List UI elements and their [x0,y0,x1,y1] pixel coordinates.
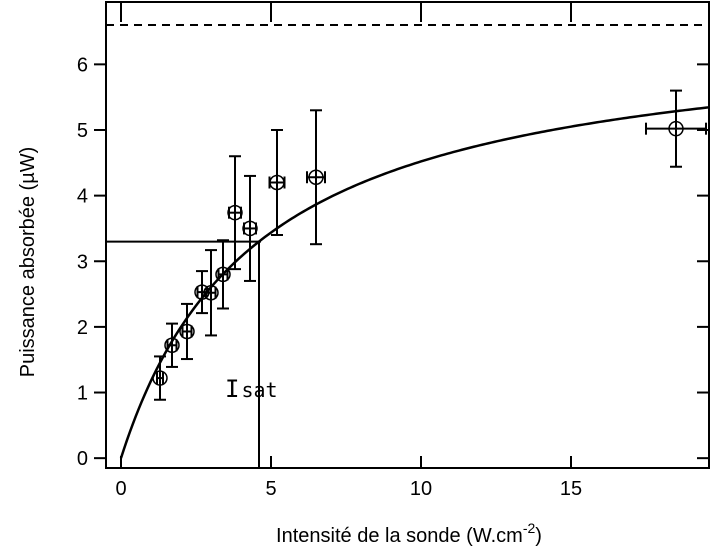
y-tick-label: 6 [77,54,88,76]
x-tick-label: 5 [265,478,276,500]
isat-annotation-sub: sat [241,378,277,402]
fit-curve [119,106,710,459]
data-point [308,169,324,185]
x-tick-label: 15 [560,478,582,500]
data-point [152,370,168,386]
data-point [269,174,285,191]
y-axis-title: Puissance absorbée (µW) [17,147,39,378]
data-point [242,220,258,237]
plot-frame [105,1,710,469]
x-axis-title: Intensité de la sonde (W.cm-2) [276,520,542,547]
isat-annotation-main: I [225,375,239,403]
x-axis-title-sup: -2 [523,520,536,536]
data-point [203,285,219,301]
x-tick-label: 0 [115,478,126,500]
y-tick-label: 3 [77,251,88,273]
x-axis-title-close: ) [535,525,542,547]
data-point [668,120,684,137]
y-tick-label: 5 [77,120,88,142]
y-tick-label: 0 [77,448,88,470]
y-tick-label: 4 [77,186,88,208]
y-tick-label: 2 [77,317,88,339]
data-point [227,204,243,221]
data-point [164,337,180,354]
y-tick-label: 1 [77,383,88,405]
x-axis-title-main: Intensité de la sonde (W.cm [276,525,523,547]
x-tick-label: 10 [410,478,432,500]
tick-labels: 0 5 10 15 0 1 2 3 4 5 6 [77,54,582,500]
plot-marks [105,1,710,469]
axis-ticks [94,2,709,468]
data-point [179,323,195,340]
data-point [215,266,231,283]
